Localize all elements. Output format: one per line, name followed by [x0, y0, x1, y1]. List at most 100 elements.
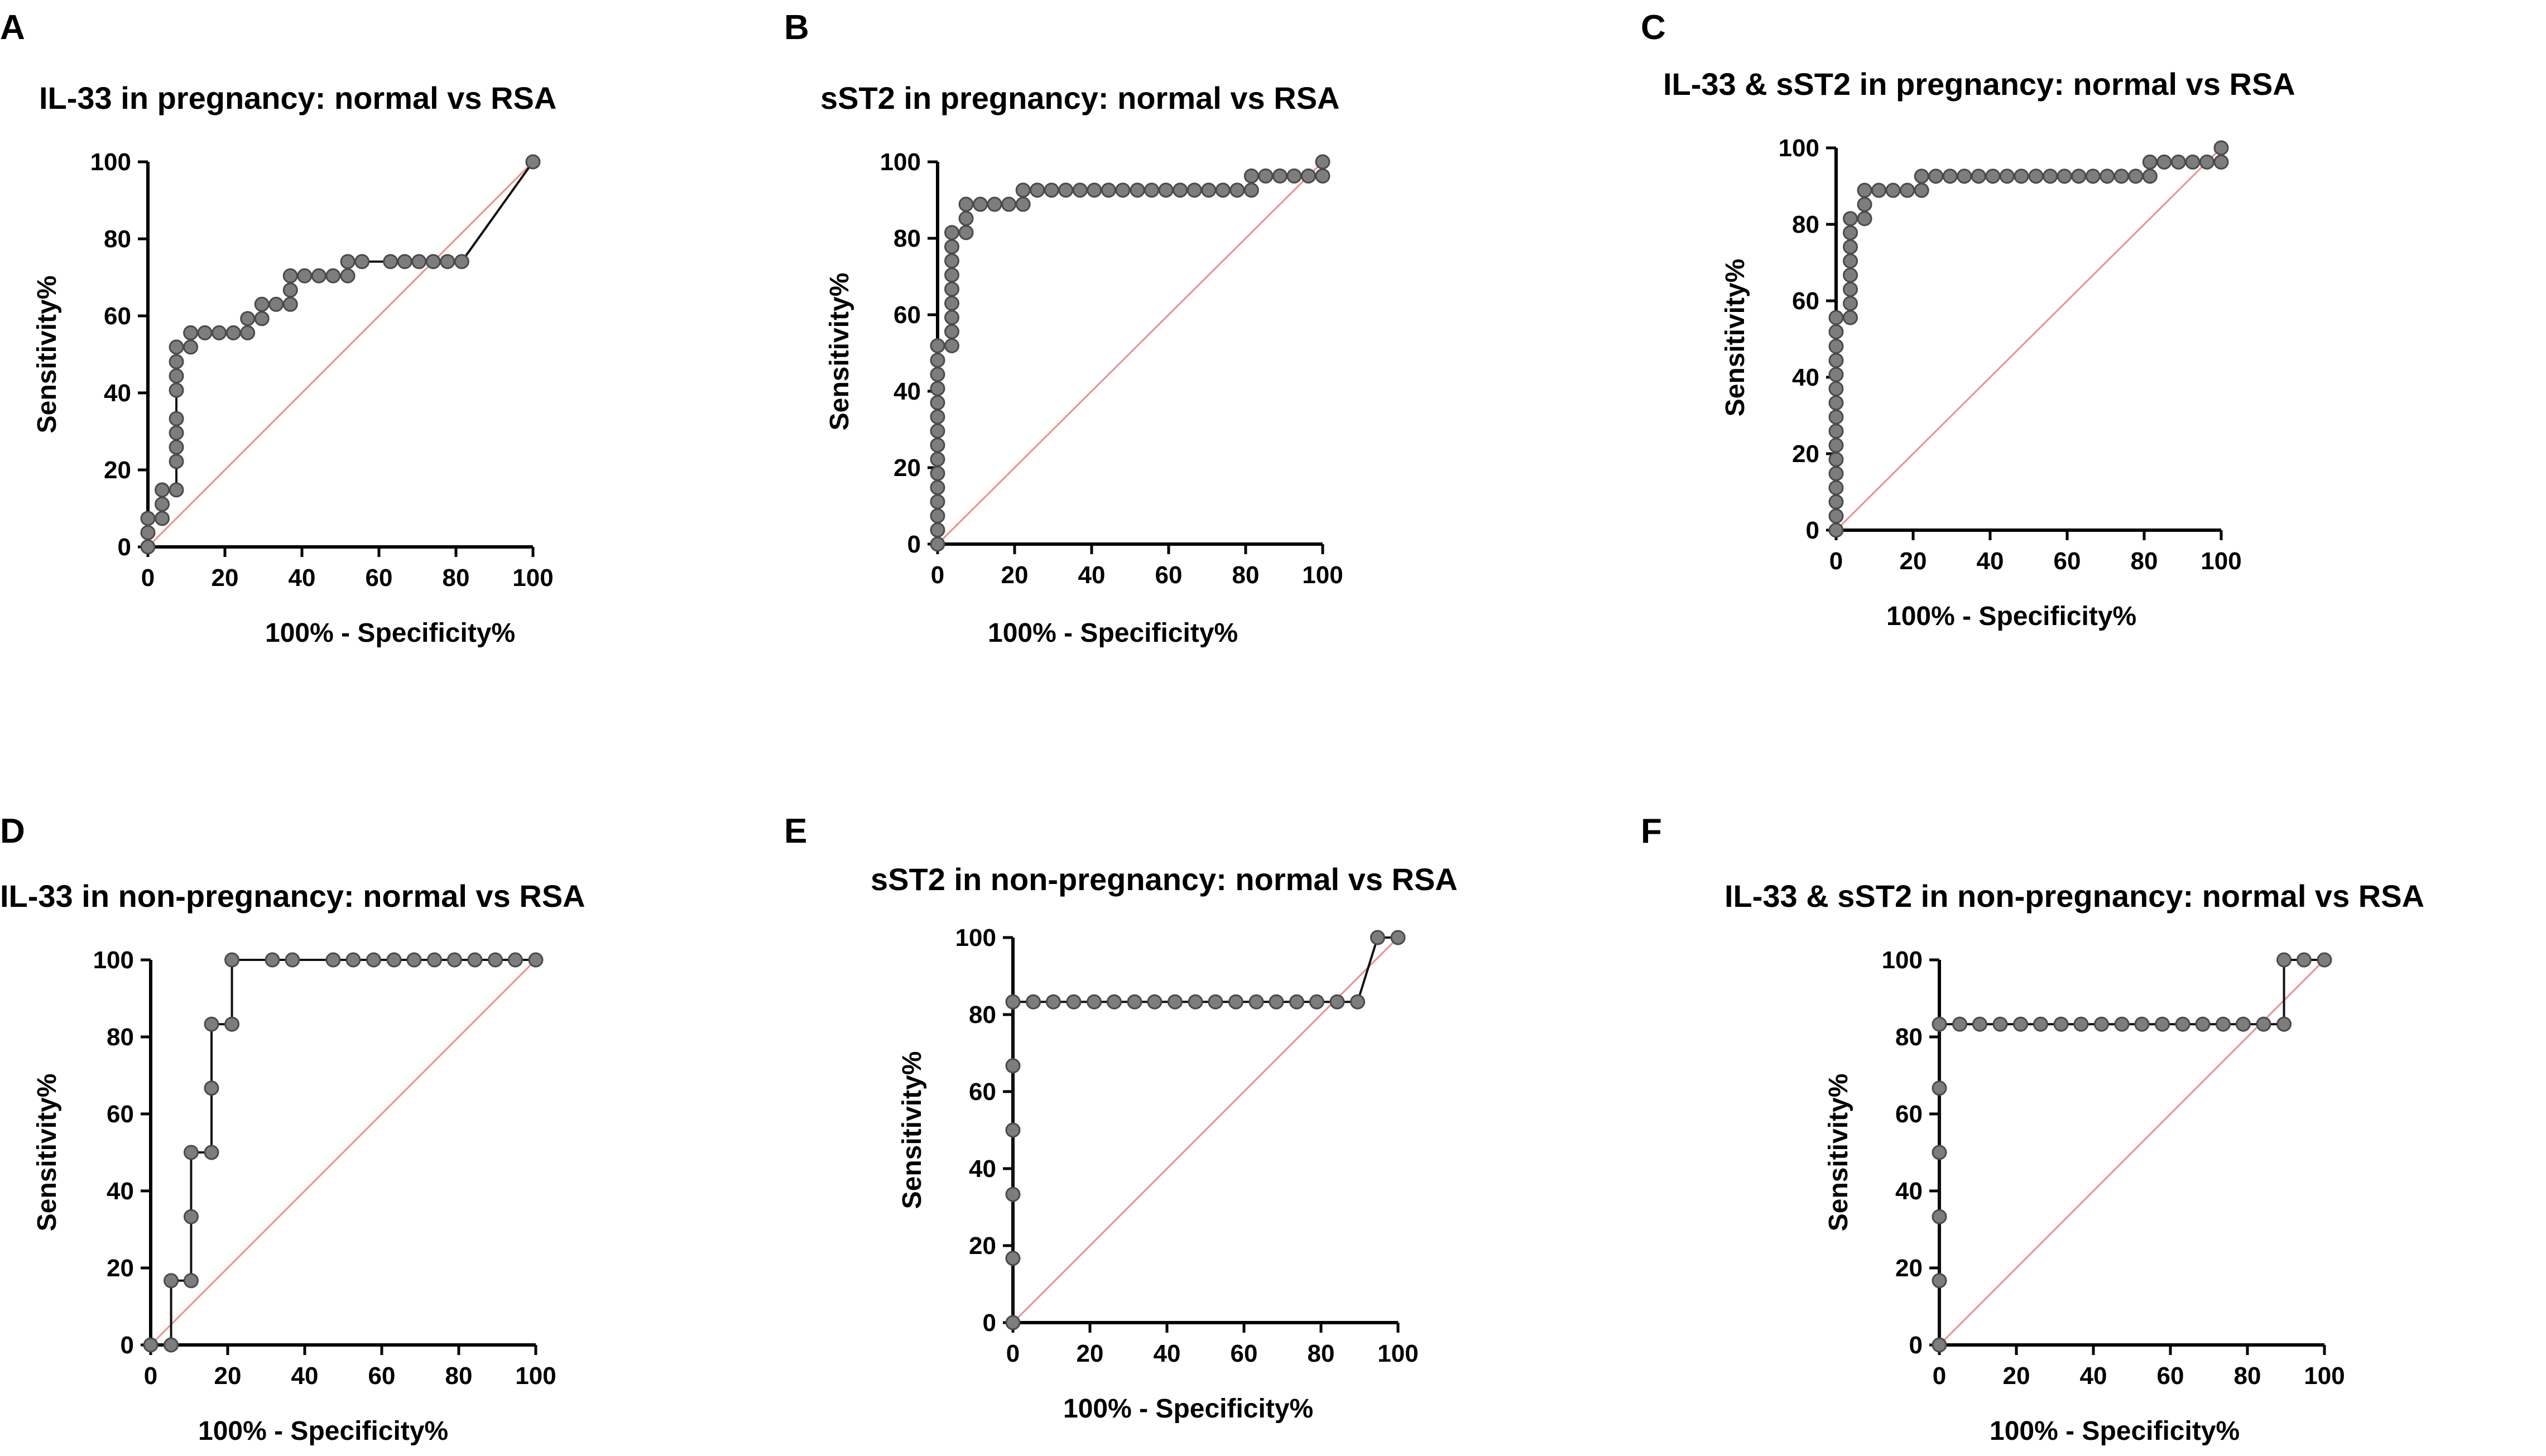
- roc-point: [1329, 994, 1345, 1010]
- roc-point: [525, 154, 541, 170]
- roc-point: [1309, 994, 1324, 1010]
- roc-point: [1942, 169, 1958, 184]
- y-tick-label: 60: [1895, 1101, 1923, 1128]
- roc-point: [397, 254, 412, 270]
- y-tick-label: 100: [1882, 946, 1923, 974]
- roc-point: [1066, 994, 1082, 1010]
- x-tick-label: 0: [144, 1362, 157, 1390]
- roc-point: [212, 325, 227, 340]
- roc-point: [944, 281, 960, 297]
- roc-point: [1087, 994, 1102, 1010]
- roc-point: [1952, 1016, 1968, 1032]
- roc-point: [2235, 1016, 2251, 1032]
- x-tick-label: 100: [1302, 561, 1343, 589]
- x-tick-label: 60: [368, 1362, 396, 1390]
- roc-point: [1857, 182, 1872, 198]
- y-tick-label: 40: [104, 379, 131, 407]
- y-tick-label: 0: [121, 1332, 134, 1359]
- x-tick-label: 20: [212, 564, 239, 592]
- roc-point: [1044, 182, 1059, 198]
- roc-point: [285, 952, 300, 968]
- roc-point: [2185, 154, 2201, 170]
- roc-point: [1828, 508, 1844, 524]
- roc-point: [2213, 140, 2229, 156]
- roc-point: [1843, 281, 1858, 297]
- roc-point: [1147, 994, 1162, 1010]
- roc-point: [1828, 353, 1844, 368]
- roc-point: [354, 254, 370, 270]
- roc-point: [958, 196, 974, 212]
- roc-point: [2276, 1016, 2292, 1032]
- roc-point: [1932, 1080, 1947, 1096]
- roc-point: [224, 1016, 240, 1032]
- y-tick-label: 0: [1909, 1332, 1923, 1359]
- x-tick-label: 100: [2201, 547, 2241, 575]
- chart-title: IL-33 in non-pregnancy: normal vs RSA: [0, 878, 585, 914]
- chart-title: IL-33 in pregnancy: normal vs RSA: [39, 80, 556, 116]
- x-tick-label: 20: [1077, 1340, 1104, 1367]
- roc-point: [1005, 1315, 1021, 1330]
- y-axis-label: Sensitivity%: [897, 1051, 927, 1209]
- y-axis-label: Sensitivity%: [32, 276, 62, 434]
- roc-point: [987, 196, 1002, 212]
- y-tick-label: 100: [93, 946, 134, 974]
- roc-point: [1914, 169, 1929, 184]
- y-tick-label: 80: [107, 1023, 134, 1051]
- roc-point: [1985, 169, 2001, 184]
- roc-point: [1229, 182, 1245, 198]
- roc-point: [366, 952, 382, 968]
- roc-point: [930, 381, 945, 396]
- x-axis-label: 100% - Specificity%: [265, 618, 515, 648]
- x-axis-label: 100% - Specificity%: [1990, 1416, 2240, 1446]
- y-tick-label: 100: [955, 924, 996, 952]
- y-tick-label: 80: [969, 1001, 996, 1029]
- roc-point: [467, 952, 483, 968]
- roc-point: [1828, 451, 1844, 467]
- roc-point: [155, 496, 170, 512]
- y-tick-label: 40: [107, 1178, 134, 1205]
- roc-point: [1932, 1145, 1947, 1160]
- roc-point: [454, 254, 469, 270]
- roc-point: [1258, 168, 1274, 184]
- reference-line: [147, 161, 534, 548]
- roc-point: [282, 282, 298, 298]
- roc-point: [2276, 952, 2292, 968]
- y-axis-label: Sensitivity%: [32, 1074, 62, 1232]
- roc-point: [1828, 409, 1844, 425]
- roc-point: [1030, 182, 1045, 198]
- roc-point: [1186, 182, 1202, 198]
- y-tick-label: 0: [983, 1309, 996, 1337]
- x-tick-label: 80: [443, 564, 470, 592]
- roc-point: [265, 952, 280, 968]
- roc-point: [930, 451, 945, 467]
- y-tick-label: 60: [1792, 287, 1819, 315]
- x-tick-label: 40: [1977, 547, 2004, 575]
- roc-point: [169, 411, 184, 426]
- roc-point: [386, 952, 402, 968]
- roc-point: [411, 254, 427, 270]
- roc-point: [1005, 1058, 1021, 1074]
- x-tick-label: 60: [2157, 1362, 2184, 1390]
- roc-point: [446, 952, 462, 968]
- x-axis-label: 100% - Specificity%: [1063, 1394, 1313, 1424]
- roc-point: [164, 1337, 179, 1353]
- x-axis-label: 100% - Specificity%: [198, 1416, 448, 1446]
- roc-point: [1828, 438, 1844, 453]
- y-axis-label: Sensitivity%: [825, 273, 854, 431]
- roc-point: [169, 439, 184, 455]
- panel-letter: F: [1641, 812, 1662, 850]
- roc-point: [169, 354, 184, 369]
- y-tick-label: 20: [1895, 1255, 1923, 1282]
- x-tick-label: 40: [289, 564, 316, 592]
- roc-point: [1350, 994, 1366, 1010]
- y-tick-label: 20: [969, 1232, 996, 1260]
- x-tick-label: 100: [515, 1362, 556, 1390]
- y-tick-label: 100: [880, 148, 921, 176]
- x-axis-label: 100% - Specificity%: [988, 618, 1238, 648]
- roc-point: [183, 1209, 199, 1224]
- roc-point: [2093, 1016, 2109, 1032]
- y-tick-label: 60: [969, 1078, 996, 1106]
- x-tick-label: 60: [1155, 561, 1183, 589]
- roc-point: [1914, 182, 1929, 198]
